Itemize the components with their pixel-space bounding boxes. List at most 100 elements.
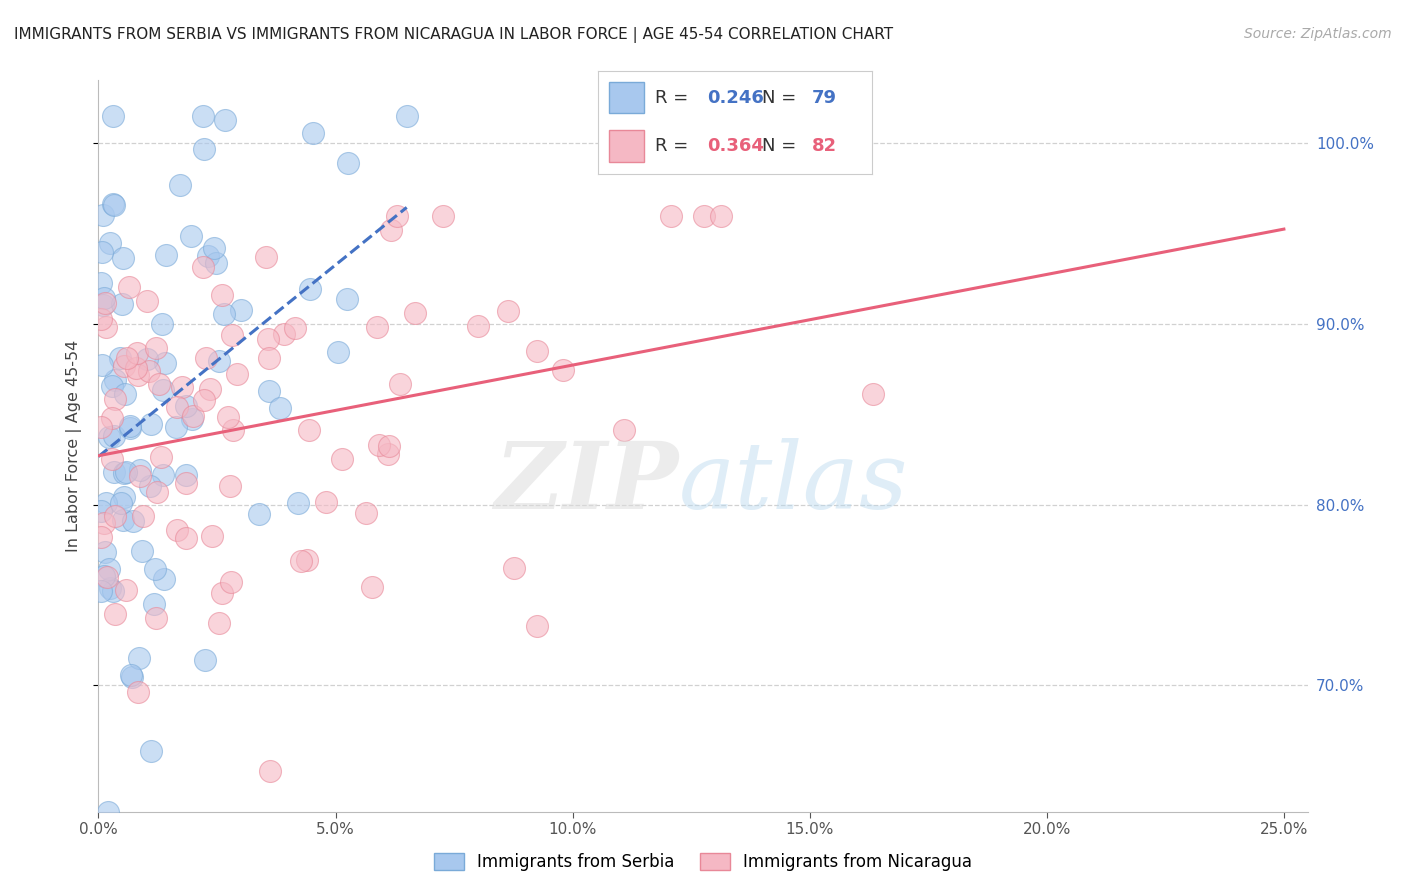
Point [551,362,574,376]
Point [125,346,148,360]
Point [153,356,176,370]
Y-axis label: In Labor Force | Age 45-54: In Labor Force | Age 45-54 [66,340,83,552]
Point [221,423,243,437]
Point [257,384,280,398]
Point [205,256,228,270]
Text: atlas: atlas [679,438,908,527]
Text: 0.364: 0.364 [707,136,763,154]
Point [152,572,174,586]
Point [659,209,682,223]
Point [613,423,636,437]
Point [194,351,217,365]
FancyBboxPatch shape [609,130,644,161]
Point [135,293,157,308]
Text: N =: N = [762,88,801,106]
Point [404,306,426,320]
Point [200,529,222,543]
Point [118,421,141,435]
Point [121,670,143,684]
Point [217,409,239,424]
Point [152,383,174,397]
Point [94,295,117,310]
Point [101,452,124,467]
Point [368,437,391,451]
Point [354,506,377,520]
Point [395,109,418,123]
Text: IMMIGRANTS FROM SERBIA VS IMMIGRANTS FROM NICARAGUA IN LABOR FORCE | AGE 45-54 C: IMMIGRANTS FROM SERBIA VS IMMIGRANTS FRO… [14,27,893,43]
FancyBboxPatch shape [609,82,644,113]
Point [129,469,152,483]
Text: N =: N = [762,136,801,154]
Text: ZIP: ZIP [495,438,679,527]
Point [155,248,177,262]
Point [174,476,197,491]
Point [298,282,321,296]
Point [90,244,112,259]
Point [315,495,337,509]
Point [193,392,215,407]
Point [90,584,112,599]
Legend: Immigrants from Serbia, Immigrants from Nicaragua: Immigrants from Serbia, Immigrants from … [426,845,980,880]
Point [122,514,145,528]
Point [127,685,149,699]
Point [93,569,115,583]
Point [145,342,167,356]
Point [101,411,124,425]
Point [100,582,122,596]
Point [143,597,166,611]
Point [112,467,135,481]
Point [114,387,136,401]
Point [328,345,350,359]
Point [198,382,221,396]
Point [90,358,112,372]
Point [214,113,236,128]
Point [387,209,409,223]
Point [218,479,240,493]
Point [377,447,399,461]
Point [388,376,411,391]
Point [380,223,402,237]
Point [257,332,280,346]
Point [100,235,122,250]
Text: R =: R = [655,136,695,154]
Point [112,490,135,504]
Text: 0.246: 0.246 [707,88,763,106]
Point [181,409,204,423]
Point [290,554,312,568]
Point [90,420,112,434]
Point [208,615,231,630]
Text: 82: 82 [811,136,837,154]
Point [336,292,359,306]
Point [120,668,142,682]
Point [247,507,270,521]
Point [862,387,884,401]
Point [118,418,141,433]
Point [128,463,150,477]
Point [254,250,277,264]
Point [96,570,118,584]
Point [91,298,114,312]
Point [330,452,353,467]
Point [90,312,112,326]
Point [94,496,117,510]
Point [100,379,122,393]
Point [98,429,121,443]
Point [127,368,149,382]
Point [211,287,233,301]
Point [361,580,384,594]
Point [108,351,131,365]
Point [284,321,307,335]
Point [111,513,134,527]
Point [103,429,125,443]
Point [152,468,174,483]
Point [115,582,138,597]
Point [97,805,120,819]
Point [94,545,117,559]
Point [149,450,172,465]
Point [104,607,127,621]
Point [298,423,321,437]
Point [709,209,731,223]
Point [91,208,114,222]
Point [139,479,162,493]
Point [366,320,388,334]
